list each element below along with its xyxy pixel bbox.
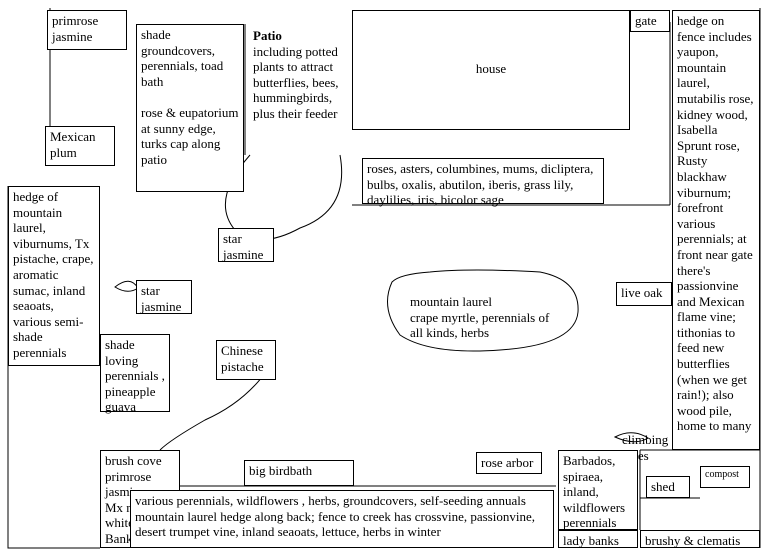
roses-asters-box: roses, asters, columbines, mums, diclipt… [362,158,604,204]
shed-box: shed [646,476,690,498]
brushy-clematis-box: brushy & clematis [640,530,760,548]
compost-box: compost [700,466,750,488]
mexican-plum-box: Mexican plum [45,126,115,166]
mountain-laurel-label: mountain laurel crape myrtle, perennials… [410,294,565,341]
hedge-fence-box: hedge on fence includes yaupon, mountain… [672,10,760,450]
primrose-jasmine-box: primrose jasmine [47,10,127,50]
lady-banks-box: lady banks [558,530,638,548]
patio-title-text: Patio [253,28,282,43]
live-oak-box: live oak [616,282,672,306]
shade-bed-box: shade groundcovers, perennials, toad bat… [136,24,244,192]
gate-box: gate [630,10,670,32]
shade-loving-box: shade loving perennials , pineapple guav… [100,334,170,412]
various-perennials-box: various perennials, wildflowers , herbs,… [130,490,554,548]
house-box: house [352,10,630,130]
patio-label: Patio including potted plants to attract… [253,28,343,122]
big-birdbath-box: big birdbath [244,460,354,486]
star-jasmine-box-1: star jasmine [218,228,274,262]
hedge-left-box: hedge of mountain laurel, viburnums, Tx … [8,186,100,366]
garden-diagram: BACKYARD primrose jasmine shade groundco… [0,0,765,553]
patio-body-text: including potted plants to attract butte… [253,44,339,121]
star-jasmine-box-2: star jasmine [136,280,192,314]
rose-arbor-box: rose arbor [476,452,542,474]
chinese-pistache-box: Chinese pistache [216,340,276,380]
barbados-box: Barbados, spiraea, inland, wildflowers p… [558,450,638,530]
